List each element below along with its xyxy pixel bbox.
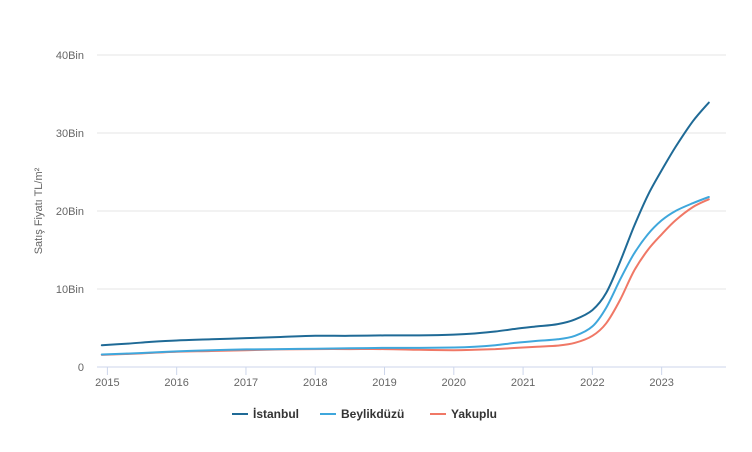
y-axis-title: Satış Fiyatı TL/m² [33, 167, 45, 254]
y-tick-label: 20Bin [56, 206, 84, 218]
legend-label: Beylikdüzü [341, 407, 404, 421]
series-line-yakuplu [100, 198, 710, 356]
legend-item[interactable]: Beylikdüzü [320, 407, 404, 421]
x-tick-label: 2017 [234, 377, 258, 389]
x-tick-label: 2019 [372, 377, 396, 389]
legend-item[interactable]: Yakuplu [430, 407, 497, 421]
x-tick-label: 2022 [580, 377, 604, 389]
legend[interactable]: İstanbul Beylikdüzü Yakuplu [232, 406, 497, 421]
legend-item[interactable]: İstanbul [232, 406, 299, 421]
legend-label: Yakuplu [451, 407, 497, 421]
grid-lines [97, 54, 726, 290]
x-tick-label: 2018 [303, 377, 327, 389]
series-line-i-stanbul [100, 101, 710, 347]
series-line-beylikd-z- [100, 196, 710, 356]
y-tick-label: 10Bin [56, 284, 84, 296]
axes: 0 10Bin 20Bin 30Bin 40Bin 2015 2016 2017 2018 201… [33, 50, 726, 389]
y-tick-label: 40Bin [56, 50, 84, 62]
x-tick-label: 2016 [164, 377, 188, 389]
y-tick-label: 0 [78, 362, 84, 374]
y-tick-label: 30Bin [56, 128, 84, 140]
legend-label: İstanbul [253, 406, 299, 421]
x-tick-label: 2015 [95, 377, 119, 389]
series-lines [100, 101, 710, 356]
x-tick-label: 2020 [442, 377, 466, 389]
x-tick-label: 2023 [649, 377, 673, 389]
x-tick-label: 2021 [511, 377, 535, 389]
